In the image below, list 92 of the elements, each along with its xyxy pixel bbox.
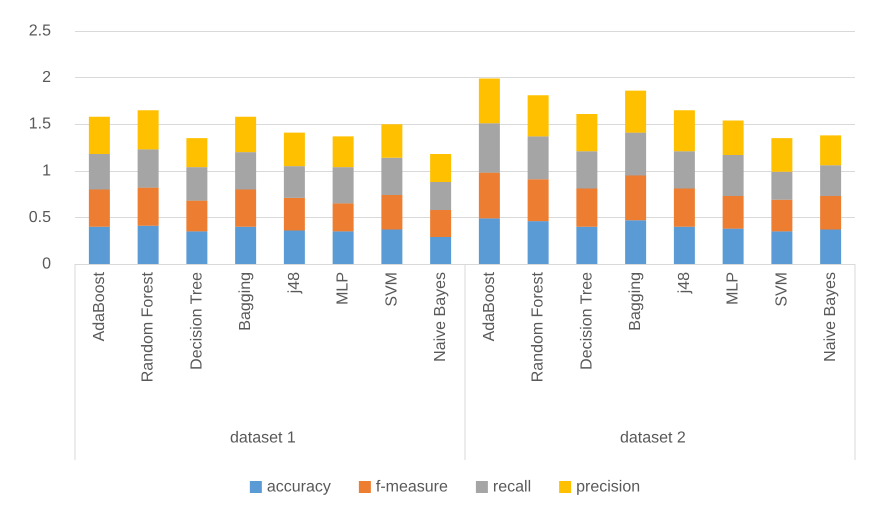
bar [528,179,549,222]
y-tick-label: 2.5 [28,22,52,40]
bar [186,200,208,232]
bar [430,210,452,237]
x-tick-label: Bagging [237,272,254,331]
bar [576,226,598,264]
legend-label: precision [576,478,640,496]
bar [235,226,256,264]
bar [576,188,598,227]
bar [771,231,792,264]
bar [284,132,305,166]
x-tick-label: Bagging [627,272,644,331]
bar [820,196,842,230]
x-tick-label: Random Forest [140,271,157,382]
bar [674,188,695,227]
x-tick-label: AdaBoost [90,271,108,342]
bar [722,154,744,196]
bar [186,231,208,264]
bar [625,175,646,220]
bar [674,151,695,189]
bar [138,110,159,150]
bar [722,120,744,155]
x-tick-label: MLP [724,272,742,305]
bar [138,226,159,264]
x-tick-label: MLP [334,272,352,305]
x-tick-label: Decision Tree [188,272,206,370]
bar [478,78,500,124]
bar [88,226,110,264]
bar [332,203,354,232]
bar [674,110,695,152]
bar [478,123,500,173]
bar [576,151,598,189]
bar [478,218,500,264]
bar [674,226,695,264]
bar [625,220,646,264]
bar [284,198,305,230]
bar [381,158,402,196]
bar [625,90,646,133]
bar [722,196,744,229]
bar [235,116,256,152]
bar [820,135,842,166]
bar [381,230,402,264]
bar [381,195,402,230]
bar [820,230,842,264]
bar [576,114,598,152]
bar [478,172,500,218]
legend-label: accuracy [266,478,331,496]
bar [771,200,792,232]
x-tick-label: SVM [383,272,400,307]
text: dataset 2 [620,430,686,446]
legend-label: f-measure [376,478,448,496]
y-tick-label: 1 [42,162,52,180]
bar [430,236,452,264]
y-tick-label: 1.5 [28,116,52,133]
x-tick-label: j48 [286,272,303,294]
bar [235,189,256,227]
bar [381,124,402,158]
x-tick-label: Naive Bayes [822,272,840,362]
x-tick-label: SVM [773,272,790,307]
bar [284,230,305,264]
bar [771,172,792,200]
bar [528,95,549,136]
bar [528,221,549,264]
bar [88,189,110,227]
bar [332,231,354,264]
bar [138,188,159,226]
x-tick-label: j48 [676,272,693,294]
y-tick-label: 0.5 [28,208,52,226]
bar [528,136,549,180]
x-tick-label: Random Forest [530,271,547,382]
y-tick-label: 0 [42,256,52,272]
bar [820,165,842,196]
bar [186,138,208,168]
bar [138,149,159,188]
bar [430,154,452,182]
x-tick-label: Decision Tree [578,272,596,370]
bar [186,167,208,201]
bar [722,228,744,264]
bar [430,182,452,210]
bar [332,136,354,168]
x-tick-label: AdaBoost [480,271,498,342]
bar [88,116,110,154]
bar [235,152,256,190]
y-tick-label: 2 [42,69,52,86]
bar [625,132,646,176]
bar [284,166,305,198]
bar [332,167,354,204]
bar [771,138,792,172]
legend-label: recall [492,478,532,496]
bar [88,154,110,190]
text: dataset 1 [230,430,296,446]
x-tick-label: Naive Bayes [432,272,450,362]
